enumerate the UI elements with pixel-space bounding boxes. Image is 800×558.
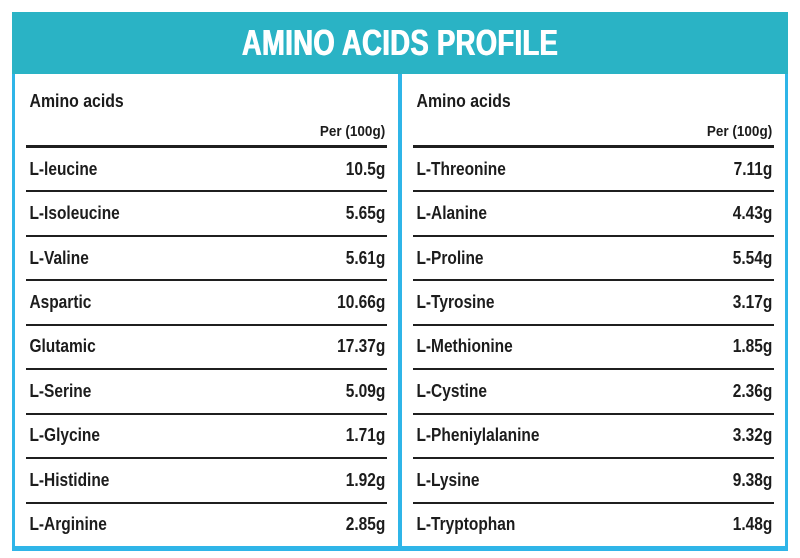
amino-acid-value: 2.36g (732, 380, 773, 401)
amino-profile-card: AMINO ACIDS PROFILE Amino acids Per (100… (12, 12, 788, 551)
amino-acid-name: L-Arginine (29, 514, 107, 535)
amino-acid-value: 1.85g (732, 336, 773, 357)
amino-acid-value: 17.37g (337, 336, 386, 357)
amino-acid-value: 1.71g (345, 425, 386, 446)
page-title: AMINO ACIDS PROFILE (241, 22, 559, 63)
amino-acid-name: L-Alanine (416, 203, 487, 224)
amino-table-right: Amino acids Per (100g) L-Threonine 7.11g… (402, 74, 785, 546)
amino-acid-value: 3.17g (732, 292, 773, 313)
amino-acid-name: Glutamic (29, 336, 96, 357)
left-column-header: Amino acids Per (100g) (26, 74, 387, 145)
table-row: L-Threonine 7.11g (413, 148, 774, 190)
amino-acid-name: L-Histidine (29, 469, 110, 490)
amino-acid-value: 3.32g (732, 425, 773, 446)
amino-acid-value: 5.09g (345, 380, 386, 401)
table-row: L-Lysine 9.38g (413, 457, 774, 501)
profile-table-body: Amino acids Per (100g) L-leucine 10.5g L… (12, 74, 788, 551)
amino-acid-name: L-Methionine (416, 336, 513, 357)
left-rows-container: L-leucine 10.5g L-Isoleucine 5.65g L-Val… (26, 145, 387, 546)
amino-acid-value: 7.11g (733, 158, 773, 179)
amino-acid-name: L-Isoleucine (29, 203, 120, 224)
amino-table-left: Amino acids Per (100g) L-leucine 10.5g L… (15, 74, 398, 546)
table-row: L-Serine 5.09g (26, 368, 387, 412)
amino-acid-name: L-Glycine (29, 425, 100, 446)
table-row: Aspartic 10.66g (26, 279, 387, 323)
table-row: L-Proline 5.54g (413, 234, 774, 279)
table-row: L-Valine 5.61g (26, 234, 387, 279)
amino-acid-value: 10.5g (345, 158, 386, 179)
header-band: AMINO ACIDS PROFILE (12, 12, 788, 74)
table-row: L-Cystine 2.36g (413, 368, 774, 412)
table-row: L-Tryptophan 1.48g (413, 501, 774, 546)
table-row: L-Pheniylalanine 3.32g (413, 412, 774, 457)
right-rows-container: L-Threonine 7.11g L-Alanine 4.43g L-Prol… (413, 145, 774, 546)
table-row: L-Glycine 1.71g (26, 412, 387, 457)
table-row: L-Histidine 1.92g (26, 457, 387, 501)
amino-acid-name: L-Pheniylalanine (416, 425, 540, 446)
per-100g-label: Per (100g) (319, 123, 386, 140)
amino-acid-value: 1.48g (732, 514, 773, 535)
amino-acid-value: 2.85g (345, 514, 386, 535)
table-row: L-Isoleucine 5.65g (26, 190, 387, 234)
amino-acid-value: 5.65g (345, 203, 386, 224)
column-header-label: Amino acids (29, 91, 124, 111)
column-divider (398, 74, 402, 546)
amino-acid-name: L-leucine (29, 158, 98, 179)
amino-acid-value: 5.61g (345, 247, 386, 268)
right-column-header: Amino acids Per (100g) (413, 74, 774, 145)
table-row: L-Arginine 2.85g (26, 501, 387, 546)
amino-acid-name: L-Valine (29, 247, 89, 268)
amino-acid-name: L-Serine (29, 380, 92, 401)
amino-acid-name: L-Cystine (416, 380, 487, 401)
table-row: L-leucine 10.5g (26, 148, 387, 190)
amino-acid-value: 9.38g (732, 469, 773, 490)
column-header-label: Amino acids (416, 91, 511, 111)
amino-acid-value: 4.43g (732, 203, 773, 224)
table-row: L-Tyrosine 3.17g (413, 279, 774, 323)
amino-acid-name: Aspartic (29, 292, 92, 313)
table-row: Glutamic 17.37g (26, 323, 387, 368)
per-100g-label: Per (100g) (706, 123, 773, 140)
amino-acid-name: L-Threonine (416, 158, 506, 179)
amino-acid-value: 10.66g (337, 292, 386, 313)
amino-acid-value: 1.92g (345, 469, 386, 490)
amino-acid-name: L-Lysine (416, 469, 480, 490)
amino-acid-value: 5.54g (732, 247, 773, 268)
table-row: L-Methionine 1.85g (413, 323, 774, 368)
amino-acid-name: L-Proline (416, 247, 484, 268)
amino-acid-name: L-Tyrosine (416, 292, 495, 313)
table-row: L-Alanine 4.43g (413, 190, 774, 234)
amino-acid-name: L-Tryptophan (416, 514, 516, 535)
